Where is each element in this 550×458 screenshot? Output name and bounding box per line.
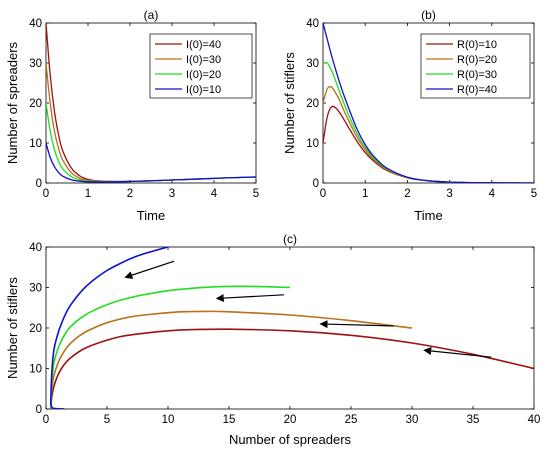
legend-entry: R(0)=40 xyxy=(457,84,497,96)
series-line-4 xyxy=(323,23,534,183)
y-tick-label: 30 xyxy=(29,283,42,295)
x-tick-label: 25 xyxy=(345,414,358,426)
panel-label: (a) xyxy=(144,8,159,22)
x-tick-label: 0 xyxy=(43,414,49,426)
y-axis-label: Number of spreaders xyxy=(5,41,20,164)
x-tick-label: 35 xyxy=(467,414,480,426)
x-tick-label: 2 xyxy=(404,188,410,200)
y-tick-label: 30 xyxy=(306,58,319,70)
x-tick-label: 5 xyxy=(104,414,110,426)
x-tick-label: 0 xyxy=(43,188,49,200)
x-tick-label: 0 xyxy=(320,188,326,200)
x-tick-label: 1 xyxy=(362,188,368,200)
series-line-4 xyxy=(50,247,169,409)
y-tick-label: 10 xyxy=(306,138,319,150)
legend-box xyxy=(420,33,531,99)
series-group xyxy=(323,23,534,183)
x-tick-label: 3 xyxy=(446,188,452,200)
x-tick-label: 3 xyxy=(169,188,175,200)
y-tick-label: 40 xyxy=(306,18,319,30)
y-tick-label: 0 xyxy=(36,178,42,190)
legend-box xyxy=(149,33,253,99)
y-tick-label: 10 xyxy=(29,138,42,150)
y-axis-label: Number of stiflers xyxy=(5,277,20,379)
direction-arrow xyxy=(124,260,175,279)
panel-c-stiflers-vs-spreaders: 0 5 10 15 20 25 30 35 40 0 10 20 30 40 (c) Number of sp… xyxy=(5,232,540,447)
y-tick-label: 0 xyxy=(36,404,42,416)
legend-entry: I(0)=40 xyxy=(186,39,221,51)
legend-entry: R(0)=30 xyxy=(457,69,497,81)
panel-b-stiflers-vs-time: 0 1 2 3 4 5 0 10 20 30 40 (b) Time Number of stiflers… xyxy=(282,8,537,223)
plot-area xyxy=(45,246,535,410)
x-tick-label: 2 xyxy=(127,188,133,200)
x-tick-label: 15 xyxy=(223,414,236,426)
series-line-4 xyxy=(46,142,256,183)
y-tick-label: 0 xyxy=(313,178,319,190)
x-tick-label: 4 xyxy=(211,188,218,200)
legend-entry: I(0)=20 xyxy=(186,69,221,81)
y-tick-label: 10 xyxy=(29,364,42,376)
y-tick-label: 20 xyxy=(29,323,42,335)
panel-label: (c) xyxy=(283,232,297,246)
x-tick-label: 40 xyxy=(528,414,541,426)
y-tick-label: 40 xyxy=(29,18,42,30)
legend-entry: R(0)=20 xyxy=(457,54,497,66)
direction-arrow xyxy=(319,320,394,329)
series-group xyxy=(50,247,534,409)
x-axis-label: Number of spreaders xyxy=(229,432,352,447)
legend-entry: I(0)=10 xyxy=(186,84,221,96)
legend: R(0)=10 R(0)=20 R(0)=30 R(0)=40 xyxy=(420,33,531,99)
y-axis-label: Number of stiflers xyxy=(282,52,297,154)
series-group xyxy=(46,23,256,183)
direction-arrow xyxy=(215,294,284,303)
legend-entry: I(0)=30 xyxy=(186,54,221,66)
x-tick-label: 10 xyxy=(162,414,175,426)
x-axis-label: Time xyxy=(137,208,165,223)
y-tick-label: 30 xyxy=(29,58,42,70)
legend-entry: R(0)=10 xyxy=(457,39,497,51)
direction-arrow xyxy=(423,347,492,358)
x-tick-label: 30 xyxy=(406,414,419,426)
x-tick-label: 20 xyxy=(284,414,297,426)
x-tick-label: 5 xyxy=(531,188,537,200)
x-tick-label: 4 xyxy=(489,188,496,200)
y-tick-label: 20 xyxy=(306,98,319,110)
x-tick-label: 5 xyxy=(253,188,259,200)
panel-label: (b) xyxy=(421,8,436,22)
x-axis-label: Time xyxy=(414,208,442,223)
x-tick-label: 1 xyxy=(85,188,91,200)
y-tick-label: 40 xyxy=(29,242,42,254)
legend: I(0)=40 I(0)=30 I(0)=20 I(0)=10 xyxy=(149,33,253,99)
panel-a-spreaders-vs-time: 0 1 2 3 4 5 0 10 20 30 40 (a) Time Number of spreader… xyxy=(5,8,259,223)
y-tick-label: 20 xyxy=(29,98,42,110)
